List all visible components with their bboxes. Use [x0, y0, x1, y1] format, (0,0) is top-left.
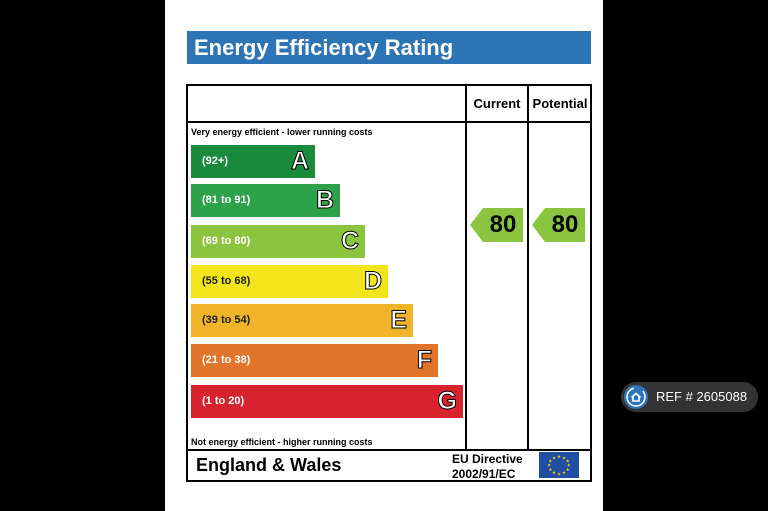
inefficient-note: Not energy efficient - higher running co… — [191, 437, 373, 447]
band-f-range: (21 to 38) — [202, 354, 251, 366]
band-b-letter: B — [315, 186, 334, 215]
potential-rating: 80 — [532, 208, 585, 242]
svg-text:★: ★ — [547, 463, 551, 469]
band-g-range: (1 to 20) — [202, 395, 245, 407]
svg-text:★: ★ — [557, 471, 561, 477]
page-title: Energy Efficiency Rating — [187, 31, 591, 64]
band-b-range: (81 to 91) — [202, 194, 251, 206]
potential-rating-value: 80 — [551, 211, 579, 238]
divider-current — [465, 84, 467, 450]
current-rating: 80 — [470, 208, 523, 242]
band-g-letter: G — [437, 387, 457, 416]
divider-potential — [527, 84, 529, 450]
potential-rating-arrow — [532, 208, 585, 242]
band-c-range: (69 to 80) — [202, 235, 251, 247]
svg-text:★: ★ — [566, 459, 570, 465]
header-divider — [186, 121, 592, 123]
svg-text:★: ★ — [548, 459, 552, 465]
home-icon — [624, 385, 648, 409]
svg-text:★: ★ — [552, 455, 556, 461]
ref-number: REF # 2605088 — [656, 389, 748, 404]
band-c-letter: C — [340, 227, 359, 256]
svg-text:★: ★ — [548, 467, 552, 473]
band-f-letter: F — [416, 346, 432, 375]
band-d-range: (55 to 68) — [202, 275, 251, 287]
band-a-range: (92+) — [202, 155, 228, 167]
country-label: England & Wales — [196, 455, 342, 475]
band-d-letter: D — [363, 267, 382, 296]
band-g: (1 to 20) G — [191, 385, 463, 418]
band-a: (92+) A — [191, 145, 315, 178]
efficient-note: Very energy efficient - lower running co… — [191, 127, 373, 137]
band-a-letter: A — [290, 147, 309, 176]
potential-column-header: Potential — [532, 96, 588, 111]
svg-text:★: ★ — [552, 470, 556, 476]
band-b: (81 to 91) B — [191, 184, 340, 217]
epc-frame — [186, 84, 592, 482]
current-rating-value: 80 — [489, 211, 517, 238]
ref-badge[interactable]: REF # 2605088 — [621, 382, 758, 412]
svg-text:★: ★ — [567, 463, 571, 469]
svg-text:★: ★ — [566, 467, 570, 473]
svg-text:★: ★ — [557, 454, 561, 460]
footer-divider — [186, 449, 592, 451]
band-f: (21 to 38) F — [191, 344, 438, 377]
band-c: (69 to 80) C — [191, 225, 365, 258]
svg-text:★: ★ — [562, 455, 566, 461]
eu-directive-line2: 2002/91/EC — [452, 467, 516, 481]
epc-graph-page: Energy Efficiency Rating Current Potenti… — [165, 0, 603, 511]
current-column-header: Current — [473, 96, 521, 111]
band-e: (39 to 54) E — [191, 304, 413, 337]
svg-text:★: ★ — [562, 470, 566, 476]
eu-directive: EU Directive 2002/91/EC — [452, 452, 523, 482]
eu-flag-icon: ★ ★ ★ ★ ★ ★ ★ ★ ★ ★ ★ ★ — [539, 452, 579, 478]
band-e-letter: E — [390, 306, 408, 335]
eu-directive-line1: EU Directive — [452, 452, 523, 466]
current-rating-arrow — [470, 208, 523, 242]
band-d: (55 to 68) D — [191, 265, 388, 298]
band-e-range: (39 to 54) — [202, 314, 251, 326]
